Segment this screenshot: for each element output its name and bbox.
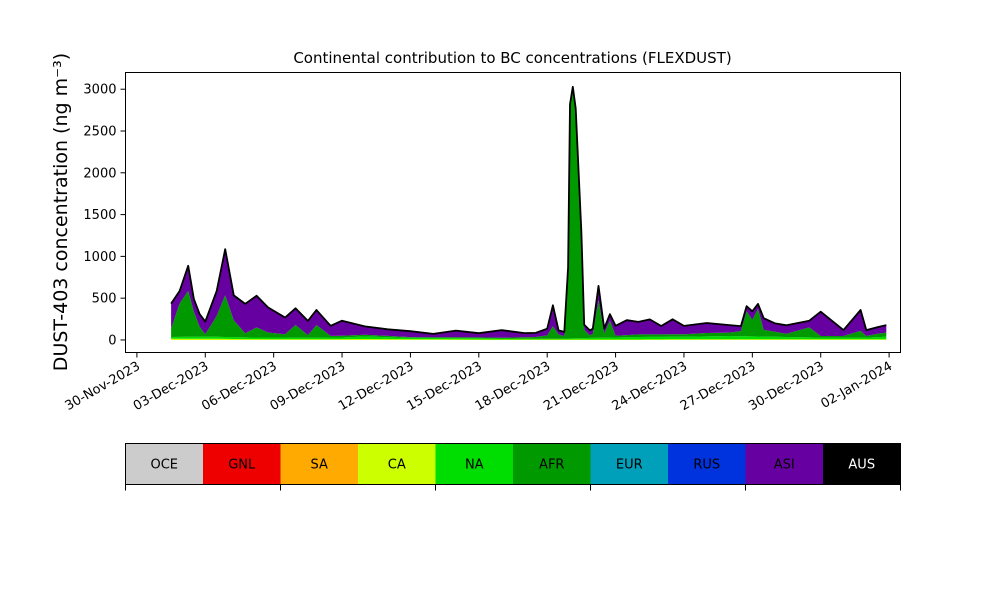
x-tick-label: 03-Dec-2023 [131,359,211,414]
y-tick-label: 2500 [83,125,116,140]
x-tick-label: 09-Dec-2023 [268,359,348,414]
legend-label-gnl: GNL [228,458,256,473]
area-asi [171,86,887,338]
y-tick-label: 500 [92,292,117,307]
x-tick-label: 12-Dec-2023 [336,359,416,414]
x-tick-label: 24-Dec-2023 [610,359,690,414]
y-tick-label: 0 [108,333,116,348]
x-tick-label: 30-Dec-2023 [746,359,826,414]
legend-swatch-rus [668,443,746,485]
legend-swatch-afr [513,443,591,485]
legend-label-asi: ASI [774,458,795,473]
x-tick-label: 06-Dec-2023 [199,359,279,414]
legend-label-rus: RUS [693,458,720,473]
legend-swatch-na [435,443,514,485]
legend-label-ca: CA [388,458,406,473]
x-tick-label: 30-Nov-2023 [63,359,143,414]
legend-label-sa: SA [311,458,328,473]
legend-label-afr: AFR [539,458,564,473]
area-ca [171,338,887,340]
legend-label-aus: AUS [848,458,875,473]
x-tick-label: 21-Dec-2023 [541,359,621,414]
legend-swatch-sa [280,443,359,485]
plot-frame [125,72,901,353]
x-tick-label: 27-Dec-2023 [678,359,758,414]
y-tick-label: 2000 [83,166,116,181]
legend-label-na: NA [465,458,484,473]
y-tick-label: 1000 [83,250,116,265]
y-tick-label: 1500 [83,208,116,223]
chart-title: Continental contribution to BC concentra… [293,49,731,67]
legend-swatch-gnl [203,443,281,485]
legend-swatch-asi [745,443,824,485]
stacked-areas [171,86,887,340]
legend-label-oce: OCE [150,458,178,473]
x-tick-label: 02-Jan-2024 [819,359,896,412]
legend-swatch-eur [590,443,669,485]
x-axis: 30-Nov-202303-Dec-202306-Dec-202309-Dec-… [63,352,896,414]
total-concentration-line [170,85,887,335]
y-axis-label: DUST-403 concentration (ng m⁻³) [50,53,72,371]
legend-border [125,443,901,485]
y-axis: 0 500 1000 1500 2000 2500 3000 [83,83,126,348]
legend-swatch-aus [823,443,901,485]
region-colorbar: OCE GNL SA CA NA AFR EUR RUS ASI AUS [125,443,901,491]
x-tick-label: 18-Dec-2023 [473,359,553,414]
legend-swatch-oce [125,443,204,485]
y-tick-label: 3000 [83,83,116,98]
legend-label-eur: EUR [616,458,643,473]
area-afr [171,91,887,339]
x-tick-label: 15-Dec-2023 [404,359,484,414]
legend-swatch-ca [358,443,436,485]
area-na [171,336,887,340]
